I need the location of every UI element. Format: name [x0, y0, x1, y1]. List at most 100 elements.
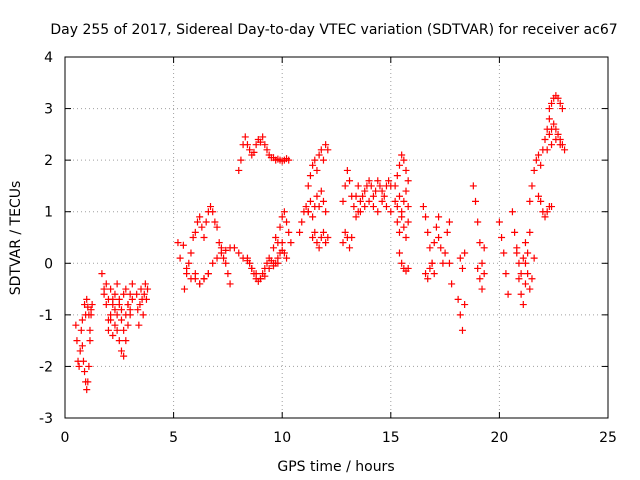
data-point	[107, 285, 115, 293]
data-point	[285, 156, 293, 164]
data-point	[526, 228, 534, 236]
data-point	[78, 316, 86, 324]
data-point	[304, 182, 312, 190]
y-tick-label: -3	[39, 411, 53, 427]
data-point	[541, 213, 549, 221]
data-point	[478, 259, 486, 267]
data-point	[189, 234, 197, 241]
data-point	[393, 218, 401, 226]
data-point	[515, 275, 523, 283]
y-tick-label: -2	[39, 359, 53, 375]
data-point	[237, 156, 245, 164]
data-point	[84, 378, 92, 386]
data-point	[111, 306, 119, 314]
data-point	[530, 254, 538, 262]
data-point	[378, 187, 386, 195]
data-point	[75, 362, 83, 370]
data-point	[315, 244, 323, 252]
data-point	[350, 203, 358, 211]
data-point	[376, 182, 384, 190]
data-point	[317, 146, 325, 154]
data-point	[378, 197, 386, 205]
y-tick-label: 3	[44, 102, 53, 118]
data-point	[113, 280, 121, 288]
data-point	[243, 254, 251, 262]
data-point	[126, 311, 134, 319]
data-point	[352, 192, 360, 200]
y-tick-label: -1	[39, 308, 53, 324]
data-point	[209, 259, 217, 267]
data-point	[472, 197, 480, 205]
data-point	[179, 241, 187, 249]
data-point	[77, 326, 85, 334]
data-point	[324, 146, 332, 154]
data-point	[419, 203, 427, 211]
data-point	[196, 280, 204, 288]
data-point	[515, 259, 523, 267]
data-point	[122, 285, 130, 293]
data-point	[139, 311, 147, 319]
data-point	[367, 182, 375, 190]
data-point	[256, 275, 264, 283]
data-point	[248, 264, 256, 272]
x-tick-label: 0	[61, 430, 70, 446]
data-point	[115, 301, 123, 309]
data-point	[554, 130, 562, 138]
data-point	[545, 115, 553, 123]
data-point	[87, 311, 95, 319]
data-point	[304, 208, 312, 216]
data-point	[276, 223, 284, 231]
data-point	[556, 141, 564, 149]
data-point	[246, 259, 254, 267]
data-point	[278, 213, 286, 221]
data-point	[85, 362, 93, 370]
data-point	[502, 270, 510, 278]
data-point	[426, 244, 434, 252]
data-point	[176, 254, 184, 262]
data-point	[220, 254, 228, 262]
data-point	[222, 246, 230, 254]
x-tick-label: 20	[490, 430, 508, 446]
data-point	[128, 280, 136, 288]
data-point	[422, 270, 430, 278]
data-point	[426, 264, 434, 272]
data-point	[554, 94, 562, 102]
data-point	[402, 166, 410, 174]
data-point	[391, 182, 399, 190]
data-point	[319, 228, 327, 236]
data-point	[339, 239, 347, 247]
data-point	[263, 146, 271, 154]
data-point	[246, 146, 254, 154]
data-point	[385, 177, 393, 185]
data-point	[474, 218, 482, 226]
data-point	[519, 254, 527, 262]
data-point	[76, 347, 84, 355]
data-point	[372, 187, 380, 195]
data-point	[274, 259, 282, 267]
data-point	[498, 234, 506, 241]
data-point	[193, 218, 201, 226]
data-point	[530, 166, 538, 174]
data-point	[217, 249, 225, 257]
data-point	[354, 182, 362, 190]
data-point	[267, 257, 275, 265]
data-point	[369, 192, 377, 200]
data-point	[107, 316, 115, 324]
data-point	[128, 295, 136, 303]
x-axis-label: GPS time / hours	[277, 459, 394, 475]
data-point	[224, 270, 232, 278]
data-point	[435, 213, 443, 221]
data-point	[430, 239, 438, 247]
data-point	[207, 203, 215, 211]
data-point	[124, 301, 132, 309]
data-point	[263, 259, 271, 267]
data-point	[135, 321, 143, 329]
data-point	[126, 290, 134, 298]
data-point	[382, 203, 390, 211]
data-point	[315, 151, 323, 159]
data-point	[537, 197, 545, 205]
data-point	[480, 244, 488, 252]
y-tick-label: 4	[44, 50, 53, 66]
data-point	[144, 285, 152, 293]
data-point	[83, 295, 91, 303]
